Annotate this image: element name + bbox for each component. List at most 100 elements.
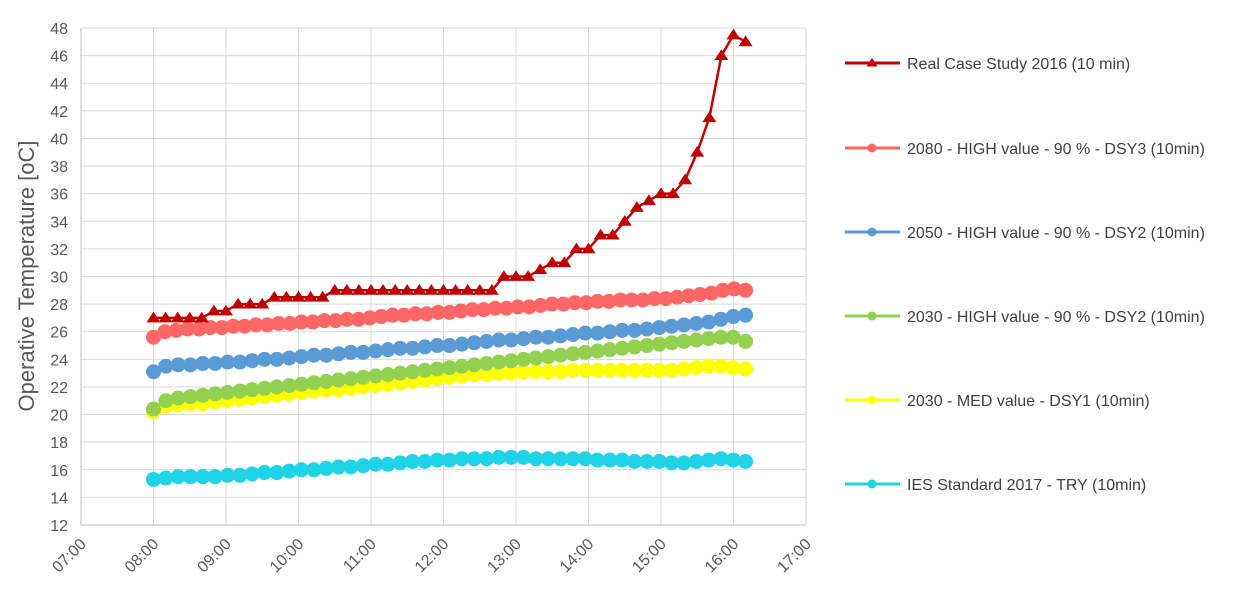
data-point [516, 449, 532, 465]
data-point [417, 362, 433, 378]
data-point [294, 314, 310, 330]
data-point [639, 362, 655, 378]
data-point [442, 452, 458, 468]
data-point [639, 453, 655, 469]
data-point [170, 357, 186, 373]
data-point [491, 449, 507, 465]
data-point [454, 451, 470, 467]
data-point [191, 321, 207, 337]
x-tick-label: 16:00 [702, 536, 742, 576]
data-point [158, 358, 174, 374]
series-5 [146, 449, 754, 487]
data-point-triangle [436, 284, 451, 295]
data-point [220, 384, 236, 400]
data-point [183, 357, 199, 373]
data-point [257, 465, 273, 481]
data-point [405, 364, 421, 380]
data-point-triangle [472, 284, 487, 295]
data-point [544, 296, 560, 312]
data-point [553, 451, 569, 467]
legend-item: 2080 - HIGH value - 90 % - DSY3 (10min) [845, 141, 1205, 158]
data-point [183, 469, 199, 485]
data-point [466, 357, 482, 373]
data-point [738, 282, 754, 298]
data-point [602, 362, 618, 378]
x-tick-label: 12:00 [412, 536, 452, 576]
data-point [146, 364, 161, 380]
data-point [578, 295, 594, 311]
data-point [713, 358, 729, 374]
data-point-triangle [521, 270, 536, 281]
data-point [343, 371, 359, 387]
data-point [521, 299, 537, 315]
data-point [259, 317, 275, 333]
data-point [464, 302, 480, 318]
data-point [306, 375, 322, 391]
x-tick-label: 10:00 [267, 536, 307, 576]
legend-marker [867, 395, 877, 405]
series-1 [146, 281, 754, 345]
data-point [454, 336, 470, 352]
data-point [491, 365, 507, 381]
data-point-triangle [678, 173, 693, 185]
y-tick-label: 38 [50, 159, 68, 176]
data-point [244, 382, 260, 398]
data-point [577, 325, 593, 341]
data-point [180, 321, 196, 337]
data-point [170, 390, 186, 406]
y-tick-label: 16 [50, 463, 68, 480]
legend-item: Real Case Study 2016 (10 min) [845, 56, 1130, 73]
data-point [540, 451, 556, 467]
legend-item: 2030 - MED value - DSY1 (10min) [845, 393, 1150, 410]
data-point [220, 354, 236, 370]
data-point [676, 361, 692, 377]
data-point [627, 362, 643, 378]
data-point [590, 343, 606, 359]
data-point [510, 299, 526, 315]
data-point [248, 317, 264, 333]
data-point [590, 325, 606, 341]
data-point [269, 351, 285, 367]
data-point-triangle [243, 297, 258, 309]
data-point [294, 349, 310, 365]
data-point [565, 362, 581, 378]
data-point [503, 365, 519, 381]
data-point-triangle [206, 304, 221, 316]
data-point [466, 335, 482, 351]
data-point [429, 338, 445, 354]
x-tick-label: 17:00 [774, 536, 814, 576]
data-point [703, 285, 719, 301]
data-point [612, 292, 628, 308]
data-point [479, 367, 495, 383]
y-tick-label: 26 [50, 325, 68, 342]
data-point-triangle [654, 187, 668, 199]
data-point [476, 302, 492, 318]
data-point [738, 453, 754, 469]
data-point-triangle [533, 263, 548, 275]
data-point [487, 300, 503, 316]
data-point [725, 309, 741, 325]
data-point [651, 336, 667, 352]
data-point [385, 307, 401, 323]
data-point [355, 344, 371, 360]
data-point [417, 339, 433, 355]
data-point [664, 362, 680, 378]
data-point [540, 364, 556, 380]
y-tick-label: 46 [50, 49, 68, 66]
data-point [555, 296, 571, 312]
data-point [553, 328, 569, 344]
data-point [701, 452, 717, 468]
data-point [692, 286, 708, 302]
series-3 [146, 329, 754, 417]
data-point [738, 333, 754, 349]
data-point [688, 453, 704, 469]
data-point-triangle [279, 290, 294, 302]
data-point [407, 306, 423, 322]
data-point [318, 460, 334, 476]
data-point-triangle [666, 187, 681, 199]
data-point-triangle [629, 201, 644, 212]
y-tick-label: 14 [50, 490, 68, 507]
y-axis-label: Operative Temperature [oC] [14, 140, 39, 411]
legend-marker [867, 227, 877, 237]
